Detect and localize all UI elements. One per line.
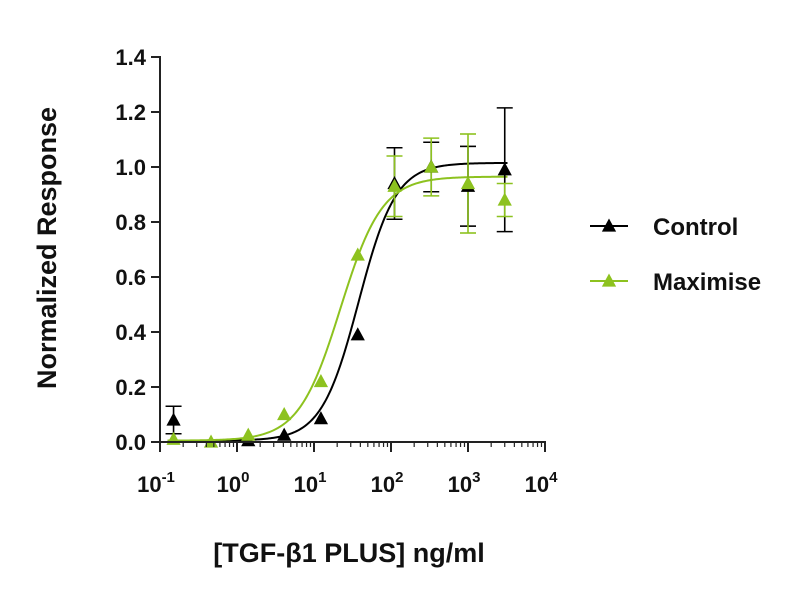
data-point-maximise	[350, 247, 365, 261]
data-point-maximise	[241, 427, 256, 441]
x-tick-label: 103	[448, 469, 481, 497]
x-tick-label: 102	[371, 469, 404, 497]
x-tick-label: 100	[217, 469, 250, 497]
x-tick-label: 104	[525, 469, 558, 497]
data-points	[166, 159, 512, 448]
legend-marker-control	[601, 218, 617, 232]
fit-curve-control	[167, 161, 508, 442]
y-tick-label: 0.8	[115, 210, 146, 235]
legend-label-control: Control	[653, 214, 738, 241]
legend: Control Maximise	[590, 214, 761, 296]
x-axis-title: [TGF-β1 PLUS] ng/ml	[213, 538, 484, 568]
error-bars	[165, 107, 513, 435]
x-tick-label: 101	[294, 469, 327, 497]
data-point-control	[166, 412, 181, 426]
data-point-maximise	[497, 192, 512, 206]
data-point-control	[497, 162, 512, 176]
data-point-control	[277, 427, 292, 441]
x-tick-label: 10-1	[137, 469, 175, 497]
y-tick-label: 0.6	[115, 265, 146, 290]
data-point-maximise	[313, 374, 329, 388]
data-point-maximise	[277, 407, 292, 421]
data-point-maximise	[387, 178, 402, 192]
legend-marker-maximise	[601, 273, 617, 287]
fit-curves	[167, 161, 508, 442]
data-point-control	[350, 327, 365, 341]
y-tick-label: 1.4	[115, 45, 146, 70]
legend-label-maximise: Maximise	[653, 269, 761, 296]
fit-curve-maximise	[167, 175, 508, 442]
axes: 0.0 0.2 0.4 0.6 0.8 1.0 1.2 1.4 10-1 100 101 102 103…	[115, 45, 558, 497]
y-tick-label: 0.2	[115, 375, 146, 400]
data-point-maximise	[424, 159, 439, 173]
y-tick-label: 1.2	[115, 100, 146, 125]
y-tick-label: 1.0	[115, 155, 146, 180]
data-point-control	[313, 411, 329, 425]
data-point-maximise	[460, 176, 476, 190]
y-tick-label: 0.4	[115, 320, 146, 345]
y-tick-label: 0.0	[115, 430, 146, 455]
y-axis-title: Normalized Response	[32, 107, 62, 389]
